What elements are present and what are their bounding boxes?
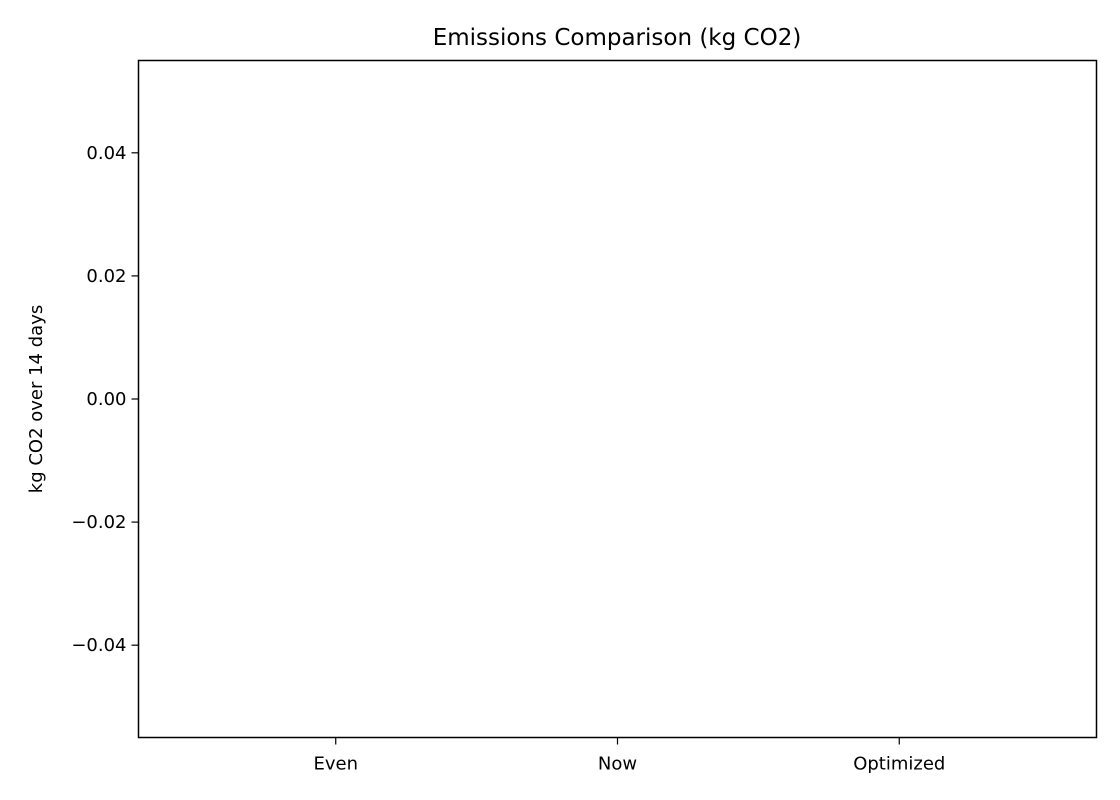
y-tick-label: −0.02 [71,512,126,533]
plot-area-frame [137,59,1098,739]
y-tick-label: −0.04 [71,635,126,656]
y-axis-label: kg CO2 over 14 days [26,305,47,493]
x-axis-ticks: Even Now Optimized [313,737,945,775]
y-tick-label: 0.04 [86,143,126,164]
x-tick-label: Even [313,754,358,775]
chart-title: Emissions Comparison (kg CO2) [433,25,802,51]
y-tick-label: 0.00 [86,389,126,410]
x-tick-label: Now [598,754,637,775]
x-tick-label: Optimized [853,754,945,775]
y-tick-label: 0.02 [86,266,126,287]
y-axis-ticks: −0.04 −0.02 0.00 0.02 0.04 [71,143,139,656]
